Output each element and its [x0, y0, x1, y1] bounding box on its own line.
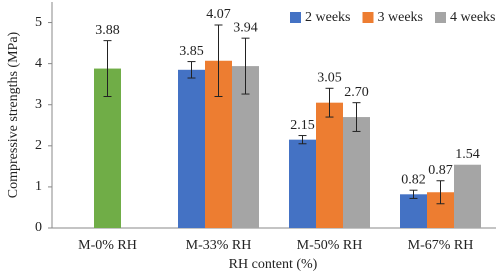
data-label: 1.54 — [455, 147, 480, 162]
bar — [343, 117, 370, 228]
bar — [316, 102, 343, 228]
bar — [289, 139, 316, 228]
data-label: 3.85 — [179, 44, 204, 59]
bar — [178, 69, 205, 228]
y-axis-label: Compressive strengths (MPa) — [6, 31, 21, 198]
legend-label: 3 weeks — [378, 10, 424, 25]
x-tick-label: M-0% RH — [78, 238, 137, 253]
legend-swatch — [362, 12, 374, 23]
data-label: 3.05 — [317, 71, 342, 86]
x-axis-label: RH content (%) — [229, 257, 318, 272]
bar — [454, 164, 481, 228]
y-tick-label: 5 — [35, 15, 42, 30]
x-tick-label: M-33% RH — [186, 238, 252, 253]
data-label: 2.70 — [344, 85, 369, 100]
legend-swatch — [290, 12, 301, 23]
data-label: 3.94 — [233, 20, 258, 35]
y-tick-label: 4 — [35, 56, 42, 71]
data-label: 3.88 — [95, 23, 120, 38]
legend-label: 2 weeks — [305, 10, 351, 25]
x-tick-label: M-67% RH — [408, 238, 474, 253]
data-label: 4.07 — [206, 7, 231, 22]
y-tick-label: 1 — [35, 179, 42, 194]
bar — [400, 194, 427, 228]
y-tick-label: 2 — [35, 138, 42, 153]
y-tick-label: 3 — [35, 97, 42, 112]
data-label: 0.87 — [428, 163, 453, 178]
legend-label: 4 weeks — [450, 10, 496, 25]
x-tick-label: M-50% RH — [297, 238, 363, 253]
data-label: 2.15 — [290, 118, 315, 133]
legend-swatch — [435, 12, 446, 23]
y-tick-label: 0 — [35, 220, 42, 235]
data-label: 0.82 — [401, 172, 426, 187]
